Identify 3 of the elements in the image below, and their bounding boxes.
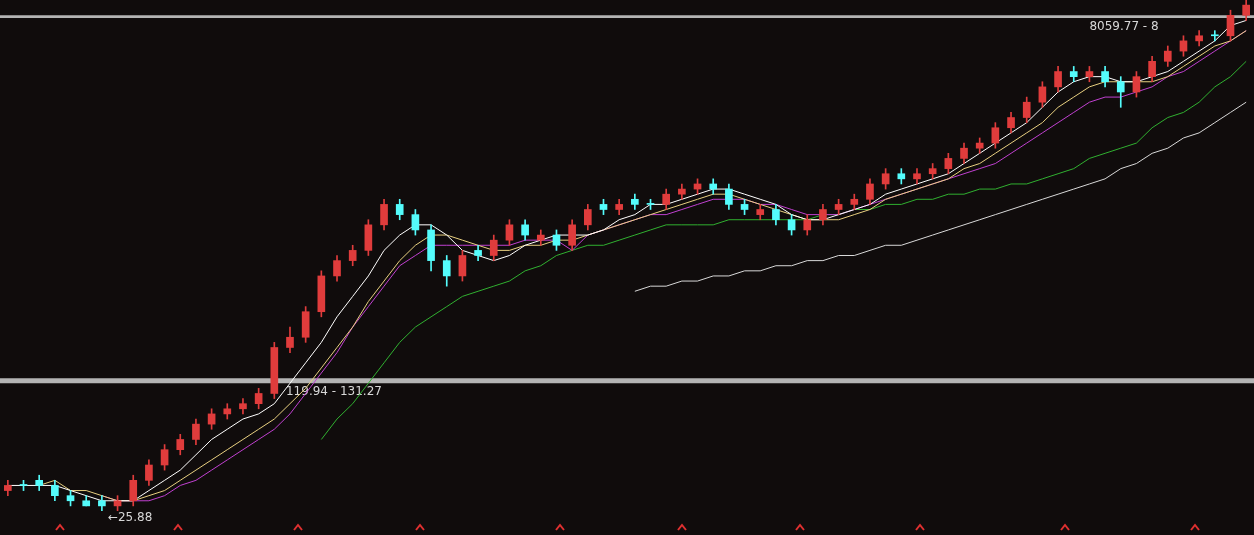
candlestick [1210, 30, 1219, 42]
band-label: 8059.77 - 8 [1089, 19, 1159, 34]
annotation: ←25.88 [107, 510, 153, 525]
